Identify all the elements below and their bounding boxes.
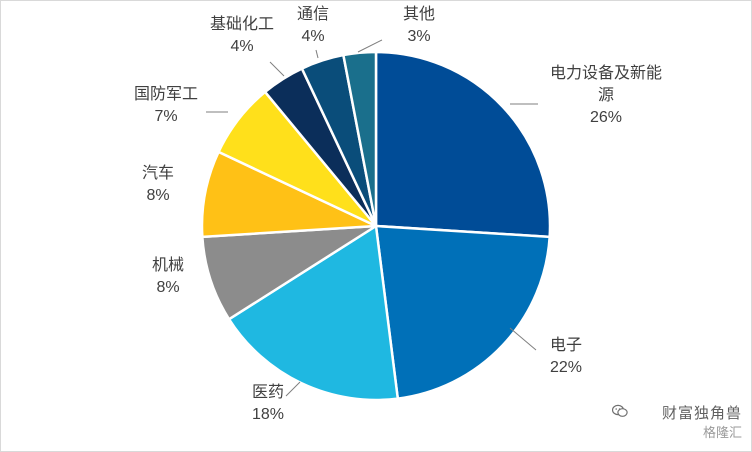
watermark-source-logo: 格隆汇 [702, 425, 742, 440]
pie-slices [200, 50, 552, 402]
wechat-icon [612, 404, 628, 417]
slice-category-label: 电子 [550, 336, 582, 354]
slice-value-label: 4% [230, 38, 253, 55]
slice-category-label: 源 [598, 86, 614, 104]
pie-slice-9 [342, 50, 378, 228]
slice-category-label: 机械 [152, 256, 184, 274]
slice-value-label: 4% [301, 28, 324, 45]
watermark-account-name: 财富独角兽 [661, 405, 742, 422]
leader-lines [206, 39, 538, 397]
slice-value-label: 26% [590, 109, 622, 126]
slice-label-3: 医药 18% [252, 383, 284, 423]
leader-line-7 [269, 61, 285, 77]
leader-line-9 [357, 39, 383, 53]
slice-value-label: 3% [407, 28, 430, 45]
slice-category-label: 国防军工 [134, 85, 198, 103]
watermark: 财富独角兽 格隆汇 [612, 402, 742, 442]
slice-value-label: 7% [154, 108, 177, 125]
slice-label-1: 电力设备及新能源 26% [550, 64, 662, 126]
pie-slice-1 [374, 50, 552, 239]
pie-slice-3 [227, 224, 400, 402]
slice-label-7: 基础化工 4% [210, 15, 274, 55]
slice-label-5: 汽车 8% [142, 164, 174, 204]
slice-label-2: 电子 22% [550, 336, 582, 376]
slice-label-8: 通信 4% [297, 5, 329, 45]
leader-line-2 [509, 327, 537, 351]
slice-category-label: 通信 [297, 5, 329, 23]
slice-category-label: 其他 [403, 5, 435, 23]
slice-value-label: 18% [252, 406, 284, 423]
slice-label-9: 其他 3% [403, 5, 435, 45]
slice-value-label: 8% [146, 187, 169, 204]
slice-label-6: 国防军工 7% [134, 85, 198, 125]
pie-slice-2 [374, 224, 551, 400]
leader-line-3 [285, 381, 301, 397]
slice-labels: 电力设备及新能源 26% 电子 22% 医药 18% 机械 8% 汽车 8% 国防军工 7% 基础化工 4… [134, 5, 662, 423]
slice-label-4: 机械 8% [152, 256, 184, 296]
slice-value-label: 22% [550, 359, 582, 376]
slice-category-label: 基础化工 [210, 15, 274, 33]
slice-category-label: 汽车 [142, 164, 174, 182]
slice-value-label: 8% [156, 279, 179, 296]
slice-category-label: 电力设备及新能 [550, 64, 662, 82]
slice-category-label: 医药 [252, 383, 284, 401]
leader-line-8 [315, 49, 319, 59]
